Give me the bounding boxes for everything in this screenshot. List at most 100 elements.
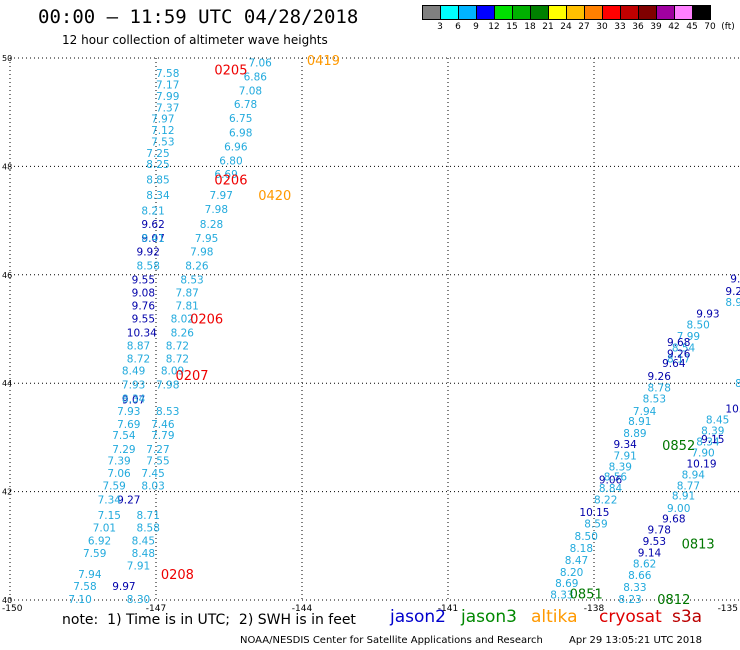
legend-tick-label: 12 xyxy=(488,22,500,32)
wave-height-label: 8.66 xyxy=(628,570,652,582)
wave-height-label: 7.25 xyxy=(146,148,169,160)
wave-height-label: 8.02 xyxy=(171,314,194,326)
wave-height-label: 8.58 xyxy=(137,522,160,534)
pass-time-label: 0812 xyxy=(657,593,690,608)
satellite-name: cryosat xyxy=(599,607,662,627)
wave-height-label: 9.55 xyxy=(132,275,155,287)
wave-height-label: 8.45 xyxy=(132,535,155,547)
wave-height-label: 8.72 xyxy=(166,340,189,352)
wave-height-label: 7.87 xyxy=(175,288,198,300)
wave-height-label: 7.10 xyxy=(68,594,91,606)
wave-height-label: 8.69 xyxy=(555,578,578,590)
wave-height-label: 8.03 xyxy=(141,481,164,493)
wave-height-label: 9.53 xyxy=(643,536,666,548)
wave-height-label: 9.2 xyxy=(725,286,740,298)
legend-tick-label: 33 xyxy=(614,22,626,32)
wave-height-label: 8.56 xyxy=(604,471,628,483)
wave-height-label: 8.50 xyxy=(686,320,709,332)
wave-height-label: 8.34 xyxy=(146,190,170,202)
wave-height-label: 9.06 xyxy=(599,475,623,487)
legend-tick-label: 24 xyxy=(560,22,572,32)
wave-height-label: 8.26 xyxy=(171,327,195,339)
pass-time-label: 0419 xyxy=(307,54,340,69)
wave-height-label: 8.62 xyxy=(633,559,656,571)
wave-height-label: 8.58 xyxy=(137,261,160,273)
pass-time-label: 0205 xyxy=(214,63,247,78)
wave-height-label: 9.78 xyxy=(648,525,671,537)
wave-height-label: 8.72 xyxy=(127,353,150,365)
wave-height-label: 8.09 xyxy=(161,366,184,378)
wave-height-label: 8.39 xyxy=(609,462,632,474)
x-tick-label: -138 xyxy=(584,604,605,614)
wave-height-label: 8.59 xyxy=(584,519,607,531)
wave-height-label: 7.79 xyxy=(151,430,174,442)
wave-height-label: 6.86 xyxy=(244,71,268,83)
legend-tick-label: 27 xyxy=(578,22,590,32)
wave-height-label: 7.69 xyxy=(117,419,140,431)
legend-tick-label: (ft) xyxy=(721,22,735,32)
wave-height-label: 7.99 xyxy=(677,331,700,343)
legend-tick-label: 18 xyxy=(524,22,536,32)
wave-height-label: 8.53 xyxy=(180,275,203,287)
wave-height-label: 8.78 xyxy=(648,383,671,395)
wave-height-label: 7.55 xyxy=(146,456,169,468)
wave-height-label: 8.20 xyxy=(560,567,583,579)
x-tick-label: -147 xyxy=(146,604,166,614)
wave-height-label: 8.84 xyxy=(599,483,623,495)
wave-height-label: 7.53 xyxy=(151,136,174,148)
wave-height-label: 6.96 xyxy=(224,141,248,153)
y-tick-label: 46 xyxy=(2,271,12,280)
legend-tick-label: 15 xyxy=(506,22,518,32)
wave-height-label: 8.48 xyxy=(132,548,155,560)
wave-height-label: 9.68 xyxy=(667,337,690,349)
color-scale-legend xyxy=(422,5,711,20)
wave-height-label: 7.45 xyxy=(141,468,164,480)
legend-tick-label: 3 xyxy=(437,22,443,32)
wave-height-label: 8.33 xyxy=(623,582,646,594)
wave-height-label: 8.53 xyxy=(156,406,179,418)
wave-height-label: 7.34 xyxy=(98,495,122,507)
legend-swatch xyxy=(692,5,711,20)
legend-tick-label: 39 xyxy=(650,22,662,32)
pass-time-label: 0851 xyxy=(570,587,603,602)
satellite-name: jason3 xyxy=(461,607,517,627)
wave-height-label: 8.17 xyxy=(667,353,690,365)
wave-height-label: 6.92 xyxy=(88,535,111,547)
pass-time-label: 0208 xyxy=(161,568,194,583)
wave-height-label: 6.69 xyxy=(214,169,237,181)
wave-height-label: 8.34 xyxy=(696,437,720,449)
wave-height-label: 7.59 xyxy=(83,548,106,560)
wave-height-label: 9.93 xyxy=(696,308,719,320)
x-tick-label: -144 xyxy=(292,604,313,614)
footer-note: note: 1) Time is in UTC; 2) SWH is in fe… xyxy=(62,612,356,628)
y-tick-label: 50 xyxy=(2,54,12,63)
wave-height-label: 6.75 xyxy=(229,113,252,125)
wave-height-label: 8.53 xyxy=(643,393,666,405)
wave-height-label: 7.97 xyxy=(151,114,174,126)
wave-height-label: 7.58 xyxy=(73,581,96,593)
wave-height-label: 10.34 xyxy=(127,327,157,339)
legend-tick-label: 9 xyxy=(473,22,479,32)
wave-height-label: 10.15 xyxy=(579,507,609,519)
wave-height-label: 7.58 xyxy=(156,68,179,80)
wave-height-label: 8.21 xyxy=(141,205,164,217)
wave-height-label: 9.14 xyxy=(638,547,662,559)
y-tick-label: 40 xyxy=(2,596,12,605)
wave-height-label: 8.85 xyxy=(146,174,169,186)
wave-height-label: 9.34 xyxy=(613,439,637,451)
wave-height-label: 10.19 xyxy=(686,458,716,470)
wave-height-label: 7.93 xyxy=(117,406,140,418)
wave-height-label: 9.2 xyxy=(730,274,740,286)
pass-time-label: 0420 xyxy=(258,189,291,204)
legend-tick-label: 45 xyxy=(686,22,698,32)
wave-height-label: 8.45 xyxy=(706,415,729,427)
pass-time-label: 0206 xyxy=(190,313,223,328)
wave-height-label: 9.62 xyxy=(141,219,164,231)
wave-height-label: 8.23 xyxy=(618,594,641,606)
wave-height-label: 8.77 xyxy=(677,481,700,493)
wave-height-label: 7.37 xyxy=(156,102,179,114)
pass-time-label: 0207 xyxy=(175,369,208,384)
satellite-name: s3a xyxy=(672,607,703,627)
wave-height-label: 8.49 xyxy=(122,366,145,378)
